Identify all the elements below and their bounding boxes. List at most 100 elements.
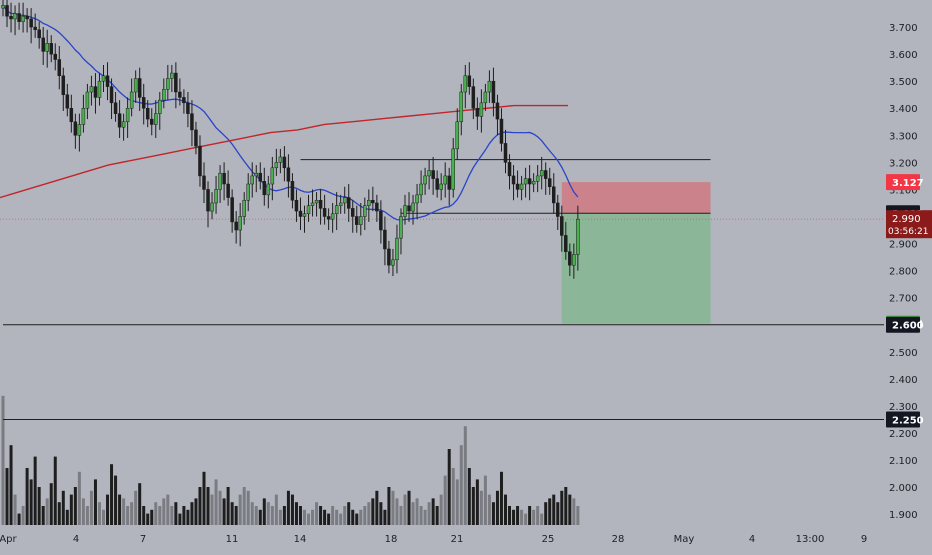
volume-bar [21, 506, 25, 525]
volume-bar [17, 513, 21, 525]
volume-bar [536, 506, 540, 525]
candle-body [523, 178, 528, 185]
candle-body [186, 102, 190, 114]
volume-bar [411, 502, 415, 525]
volume-bar [77, 471, 81, 525]
candle-body [491, 80, 496, 104]
price-tick-label: 2.100 [889, 456, 918, 467]
stop-loss-zone [561, 182, 711, 214]
candle-body [551, 186, 556, 204]
volume-bar [387, 487, 391, 525]
volume-bar [528, 506, 532, 525]
volume-bar [57, 502, 61, 525]
volume-bar [463, 426, 467, 525]
candle-body [29, 18, 33, 28]
candle-body [234, 221, 238, 231]
volume-bar [552, 494, 556, 525]
volume-bar [568, 494, 572, 525]
volume-bar [395, 498, 399, 525]
price-tick-label: 3.600 [889, 50, 918, 61]
current-price-label: 2.990 [892, 214, 921, 225]
volume-bar [359, 509, 363, 525]
volume-bar [222, 498, 226, 525]
volume-bar [114, 475, 118, 525]
time-label: Apr [0, 534, 18, 545]
time-label: 21 [451, 534, 464, 545]
candle-body [214, 189, 218, 204]
candle-body [535, 175, 540, 182]
candle-body [246, 183, 250, 201]
candle-body [73, 121, 78, 136]
volume-bar [319, 506, 323, 525]
volume-bar [504, 494, 507, 525]
volume-bar [33, 456, 37, 525]
volume-bar [540, 513, 544, 525]
volume-bar [118, 494, 122, 525]
volume-bar [182, 506, 186, 525]
candle-body [539, 170, 544, 177]
countdown-label: 03:56:21 [888, 227, 928, 237]
candle-body [53, 53, 58, 60]
volume-bar [383, 509, 387, 525]
price-tag-label: 2.600 [892, 321, 924, 332]
candle-body [342, 197, 347, 204]
candle-body [69, 107, 74, 123]
candle-body [463, 75, 468, 93]
volume-bar [5, 468, 9, 525]
time-axis[interactable]: Apr 4 7 11 14 18 21 25 28 May 4 13:00 9 [0, 534, 867, 545]
price-tag [886, 316, 920, 333]
candle-body [483, 91, 488, 104]
volume-bar [166, 494, 170, 525]
volume-bar [158, 506, 162, 525]
volume-bar [564, 487, 568, 525]
volume-bar [576, 506, 580, 525]
candle-body [495, 102, 500, 120]
candle-body [154, 113, 158, 125]
candle-body [17, 13, 21, 22]
volume-bar [178, 513, 182, 525]
volume-bar [126, 506, 130, 525]
volume-bar [142, 506, 146, 525]
volume-bar [331, 506, 335, 525]
volume-bar [423, 509, 427, 525]
time-label: 28 [612, 534, 625, 545]
candle-body [515, 183, 520, 190]
volume-bar [363, 506, 367, 525]
volume-bar [218, 490, 222, 525]
candle-body [162, 89, 166, 101]
volume-bar [455, 479, 459, 525]
volume-bar [447, 449, 451, 525]
volume-bar [81, 498, 85, 525]
candle-body [411, 202, 415, 212]
price-axis[interactable]: 3.7003.6003.5003.4003.3003.2003.1003.000… [886, 23, 932, 521]
time-label: 18 [385, 534, 398, 545]
volume-bar [347, 502, 351, 525]
candle-body [310, 202, 315, 206]
volume-bar [435, 506, 439, 525]
candle-body [270, 167, 275, 185]
take-profit-zone [561, 213, 711, 324]
candle-body [531, 181, 536, 185]
candle-body [266, 183, 271, 196]
candle-body [423, 175, 427, 185]
volume-bar [499, 471, 503, 525]
volume-bar [9, 445, 13, 525]
volume-bar [516, 506, 520, 525]
time-label: 7 [140, 534, 146, 545]
volume-bar [278, 509, 282, 525]
candle-body [294, 200, 299, 212]
candle-body [278, 156, 283, 163]
candle-body [427, 170, 431, 177]
candle-body [13, 13, 17, 20]
volume-bar [138, 483, 142, 525]
candle-body [431, 170, 435, 179]
candle-body [479, 102, 484, 117]
volume-bar [110, 464, 114, 525]
volume-bar [29, 479, 33, 525]
candle-body [298, 210, 303, 217]
candle-body [475, 107, 480, 117]
candle-body [314, 200, 319, 204]
volume-bar [327, 513, 331, 525]
